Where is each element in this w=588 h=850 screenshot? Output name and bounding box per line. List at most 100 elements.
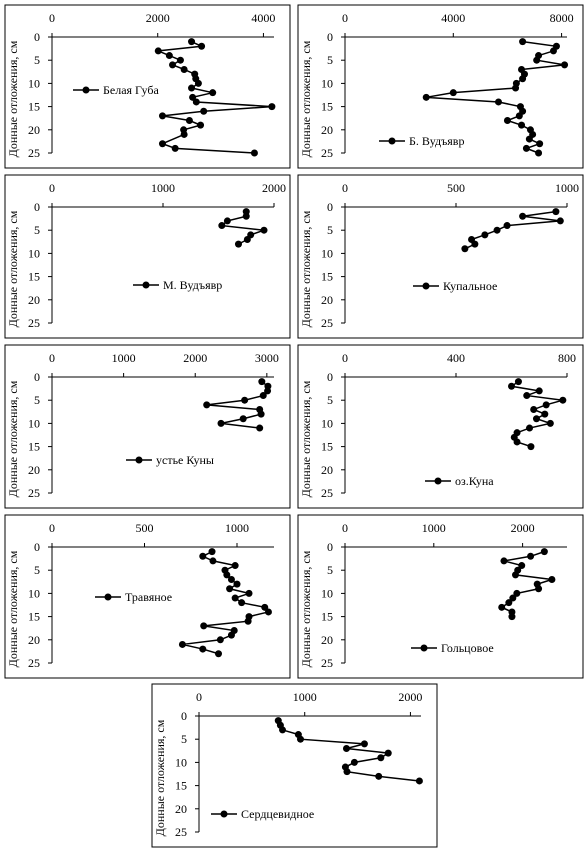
y-tick-label: 25 bbox=[28, 316, 40, 330]
chart-panel: Донные отложения, см 0 5 10 15 20 25 0 1000 2000 3… bbox=[4, 344, 291, 509]
data-point bbox=[257, 410, 265, 418]
legend-label: Травяное bbox=[125, 590, 172, 604]
chart-panel: Донные отложения, см 0 5 10 15 20 25 0 1000 2000 Г… bbox=[297, 514, 584, 679]
legend-marker bbox=[220, 810, 228, 818]
legend-marker bbox=[388, 137, 396, 145]
y-tick-label: 25 bbox=[28, 486, 40, 500]
y-tick-label: 25 bbox=[28, 656, 40, 670]
data-point bbox=[268, 103, 276, 111]
panel-border bbox=[297, 514, 584, 679]
x-tick-label: 1000 bbox=[225, 521, 249, 535]
data-point bbox=[241, 396, 249, 404]
data-point bbox=[514, 378, 522, 386]
chart-panel: Донные отложения, см 0 5 10 15 20 25 0 400 800 оз.… bbox=[297, 344, 584, 509]
data-point bbox=[169, 61, 177, 69]
series-line bbox=[157, 40, 272, 154]
data-point bbox=[239, 415, 247, 423]
x-tick-label: 0 bbox=[49, 181, 55, 195]
x-tick-label: 0 bbox=[49, 11, 55, 25]
data-point bbox=[525, 135, 533, 143]
series-line bbox=[206, 381, 269, 429]
series-line bbox=[464, 210, 561, 250]
data-point bbox=[227, 631, 235, 639]
y-tick-label: 10 bbox=[321, 416, 333, 430]
data-point bbox=[234, 240, 242, 248]
y-tick-label: 20 bbox=[321, 463, 333, 477]
data-point bbox=[343, 768, 351, 776]
legend-marker bbox=[434, 477, 442, 485]
data-point bbox=[535, 387, 543, 395]
data-point bbox=[223, 217, 231, 225]
x-tick-label: 400 bbox=[447, 351, 465, 365]
data-point bbox=[243, 235, 251, 243]
y-tick-label: 20 bbox=[28, 633, 40, 647]
data-point bbox=[481, 231, 489, 239]
y-axis-label: Донные отложения, см bbox=[6, 40, 20, 157]
x-tick-label: 2000 bbox=[183, 351, 207, 365]
data-point bbox=[518, 562, 526, 570]
data-point bbox=[561, 61, 569, 69]
data-point bbox=[199, 645, 207, 653]
data-point bbox=[522, 144, 530, 152]
y-tick-label: 20 bbox=[175, 802, 187, 816]
y-tick-label: 0 bbox=[34, 370, 40, 384]
y-tick-label: 15 bbox=[28, 610, 40, 624]
legend-label: Б. Вудъявр bbox=[409, 134, 464, 148]
y-tick-label: 25 bbox=[28, 146, 40, 160]
data-point bbox=[233, 580, 241, 588]
data-point bbox=[530, 405, 538, 413]
data-point bbox=[533, 56, 541, 64]
data-point bbox=[542, 401, 550, 409]
legend-marker bbox=[142, 281, 150, 289]
data-point bbox=[498, 603, 506, 611]
data-point bbox=[541, 410, 549, 418]
data-point bbox=[508, 613, 516, 621]
data-point bbox=[227, 575, 235, 583]
panel-border bbox=[297, 174, 584, 339]
data-point bbox=[208, 548, 216, 556]
data-point bbox=[519, 212, 527, 220]
data-point bbox=[215, 650, 222, 658]
x-tick-label: 800 bbox=[558, 351, 576, 365]
y-tick-label: 20 bbox=[321, 293, 333, 307]
y-tick-label: 5 bbox=[34, 53, 40, 67]
y-tick-label: 0 bbox=[327, 540, 333, 554]
series-line bbox=[500, 550, 553, 617]
x-tick-label: 2000 bbox=[262, 181, 286, 195]
y-tick-label: 10 bbox=[28, 76, 40, 90]
legend-label: оз.Куна bbox=[455, 474, 494, 488]
y-tick-label: 15 bbox=[321, 270, 333, 284]
data-point bbox=[535, 585, 543, 593]
y-tick-label: 25 bbox=[321, 146, 333, 160]
data-point bbox=[556, 217, 564, 225]
data-point bbox=[375, 772, 383, 780]
y-axis-label: Донные отложения, см bbox=[6, 380, 20, 497]
data-point bbox=[256, 424, 264, 432]
data-point bbox=[513, 589, 521, 597]
data-point bbox=[199, 552, 207, 560]
chart-panel: Донные отложения, см 0 5 10 15 20 25 0 1000 2000 С… bbox=[151, 683, 438, 848]
legend-label: Гольцовое bbox=[441, 641, 494, 655]
panel-border bbox=[297, 344, 584, 509]
y-tick-label: 25 bbox=[321, 486, 333, 500]
data-point bbox=[461, 245, 469, 253]
data-point bbox=[188, 84, 196, 92]
data-point bbox=[511, 571, 519, 579]
y-tick-label: 20 bbox=[321, 123, 333, 137]
y-tick-label: 5 bbox=[327, 53, 333, 67]
data-point bbox=[546, 419, 554, 427]
y-tick-label: 0 bbox=[34, 540, 40, 554]
legend-marker bbox=[420, 644, 428, 652]
x-tick-label: 1000 bbox=[293, 690, 317, 704]
y-tick-label: 15 bbox=[28, 100, 40, 114]
data-point bbox=[449, 89, 457, 97]
data-point bbox=[226, 585, 234, 593]
legend-marker bbox=[82, 86, 90, 94]
y-tick-label: 5 bbox=[327, 393, 333, 407]
data-point bbox=[216, 636, 224, 644]
data-point bbox=[535, 149, 543, 157]
y-tick-label: 25 bbox=[321, 316, 333, 330]
y-tick-label: 5 bbox=[34, 223, 40, 237]
data-point bbox=[154, 47, 162, 55]
y-tick-label: 10 bbox=[321, 586, 333, 600]
